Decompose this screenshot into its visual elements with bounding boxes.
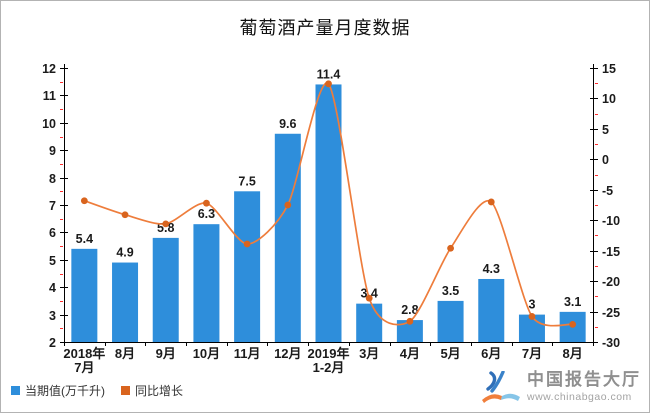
x-axis-category-label: 8月 [115, 346, 135, 361]
bar-11 [478, 278, 505, 342]
bar-value-label: 6.3 [198, 207, 215, 221]
chinabgao-logo-icon [482, 371, 520, 403]
x-axis-category-label: 5月 [440, 346, 460, 361]
bar-1 [71, 248, 98, 342]
x-axis-category-label: 3月 [359, 346, 379, 361]
x-axis-category-label: 11月 [234, 346, 261, 361]
legend-swatch-bar [11, 386, 20, 395]
right-axis-tick-label: -20 [602, 275, 620, 289]
legend-label-line: 同比增长 [135, 384, 184, 398]
bar-value-label: 5.4 [76, 232, 93, 246]
right-axis-tick-label: 15 [602, 62, 616, 76]
watermark-name: 中国报告大厅 [527, 370, 641, 389]
line-marker-9 [406, 317, 414, 325]
bar-2 [112, 262, 139, 342]
right-axis-tick-label: 5 [602, 123, 609, 137]
legend-label-bar: 当期值(万千升) [25, 384, 105, 398]
left-axis-tick-label: 9 [49, 144, 56, 158]
right-axis-tick-label: -30 [602, 336, 620, 350]
right-axis-tick-label: -10 [602, 214, 620, 228]
bar-9 [396, 320, 423, 342]
x-axis-category-label: 2018年 7月 [63, 346, 105, 375]
legend-item-bar-series: 当期值(万千升) [11, 382, 105, 399]
legend: 当期值(万千升) 同比增长 [11, 382, 183, 399]
legend-item-line-series: 同比增长 [121, 382, 183, 399]
bar-value-label: 4.9 [116, 246, 133, 260]
left-axis-tick-label: 2 [49, 336, 56, 350]
line-marker-2 [121, 211, 129, 219]
bar-value-label: 3.1 [564, 295, 581, 309]
bar-value-label: 4.3 [483, 262, 500, 276]
line-marker-8 [365, 294, 373, 302]
line-marker-10 [447, 244, 454, 252]
line-marker-13 [569, 320, 577, 328]
x-axis-category-label: 8月 [563, 346, 583, 361]
left-axis-tick-label: 6 [49, 226, 56, 240]
x-axis-category-label: 2019年 1-2月 [308, 346, 350, 375]
line-marker-1 [80, 197, 88, 205]
bar-4 [193, 224, 220, 342]
left-axis-tick-label: 8 [49, 172, 56, 186]
x-axis-category-label: 10月 [193, 346, 220, 361]
bar-6 [274, 133, 301, 342]
watermark-url: www.chinabgao.com [527, 390, 632, 403]
left-axis-tick-label: 10 [42, 117, 56, 131]
bar-value-label: 2.8 [401, 303, 418, 317]
right-axis-tick-label: 0 [602, 153, 609, 167]
left-axis-tick-label: 4 [49, 281, 56, 295]
bar-7 [315, 84, 342, 342]
bar-8 [356, 303, 383, 342]
bar-value-label: 3.5 [442, 284, 459, 298]
line-marker-12 [528, 313, 536, 320]
x-axis-category-label: 6月 [481, 346, 501, 361]
x-axis-category-label: 9月 [156, 346, 176, 361]
right-axis-tick-label: -5 [602, 184, 613, 198]
bar-value-label: 3 [528, 298, 535, 312]
x-axis-category-label: 12月 [274, 346, 301, 361]
left-axis-tick-label: 7 [49, 199, 56, 213]
bar-value-label: 11.4 [317, 67, 341, 81]
bar-value-label: 9.6 [279, 117, 296, 131]
left-axis-tick-label: 3 [49, 309, 56, 323]
right-axis-tick-label: -15 [602, 245, 620, 259]
left-axis-tick-label: 11 [43, 89, 56, 103]
line-marker-11 [487, 198, 495, 206]
right-axis-tick-label: -25 [602, 306, 620, 320]
bar-5 [234, 191, 261, 342]
line-marker-7 [325, 80, 332, 88]
x-axis-category-label: 4月 [400, 346, 420, 361]
bar-10 [437, 300, 464, 342]
x-axis-category-label: 7月 [522, 346, 542, 361]
right-axis-tick-label: 10 [602, 92, 616, 106]
legend-swatch-line [121, 386, 130, 395]
line-marker-6 [284, 201, 292, 209]
line-marker-4 [203, 199, 210, 207]
bar-3 [152, 237, 179, 342]
watermark: 中国报告大厅 www.chinabgao.com [481, 370, 641, 407]
left-axis-tick-label: 5 [49, 254, 56, 268]
line-marker-5 [243, 240, 251, 248]
bar-value-label: 3.4 [360, 287, 377, 301]
chart-title: 葡萄酒产量月度数据 [239, 18, 411, 38]
bar-value-label: 7.5 [238, 174, 255, 188]
watermark-text: 中国报告大厅 www.chinabgao.com [527, 370, 641, 403]
left-axis-tick-label: 12 [42, 62, 56, 76]
line-marker-3 [162, 220, 170, 228]
